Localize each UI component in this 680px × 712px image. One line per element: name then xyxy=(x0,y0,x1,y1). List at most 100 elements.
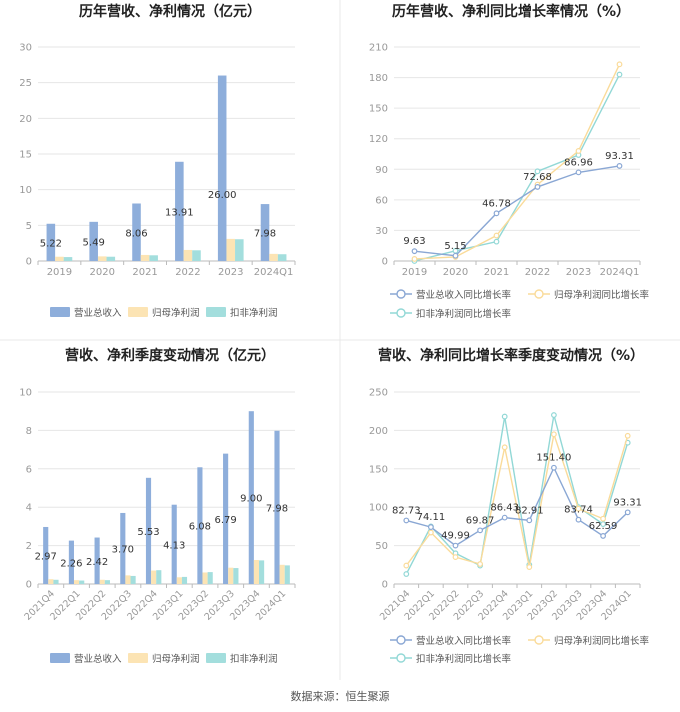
annual-bar-data-label: 5.22 xyxy=(40,238,62,249)
annual-bar-y-tick-label: 20 xyxy=(19,114,32,125)
quarter-line-legend-label: 归母净利润同比增长率 xyxy=(554,635,650,647)
quarter-line-point-revenue xyxy=(403,517,410,524)
annual-bar-y-tick-label: 15 xyxy=(19,150,32,161)
annual-line-x-tick-label: 2023 xyxy=(566,267,591,278)
annual-bar-x-tick-label: 2019 xyxy=(47,267,72,278)
quarter-bar-bar-deducted-profit xyxy=(259,560,265,584)
annual-line-legend-label: 营业总收入同比增长率 xyxy=(416,289,512,301)
quarter-bar-bar-deducted-profit xyxy=(79,580,85,584)
annual-bar-bar-deducted-profit xyxy=(149,255,158,261)
quarter-line-point-revenue xyxy=(600,533,606,539)
quarter-bar-bar-parent-profit xyxy=(253,560,260,584)
quarter-bar-data-label: 7.98 xyxy=(266,503,288,514)
quarter-line-point-revenue xyxy=(551,464,557,471)
annual-bar-x-tick-label: 2022 xyxy=(175,267,200,278)
quarter-bar-bar-revenue xyxy=(120,512,126,584)
quarter-line-point-revenue xyxy=(575,516,582,523)
annual-bar-bar-deducted-profit xyxy=(192,250,201,261)
quarter-bar-y-tick-label: 6 xyxy=(26,464,32,475)
annual-line-x-tick-label: 2024Q1 xyxy=(600,267,640,278)
annual-bar-bar-deducted-profit xyxy=(106,256,116,261)
quarter-bar-data-label: 2.42 xyxy=(86,557,108,568)
quarter-line-line-parent-profit xyxy=(405,434,629,568)
annual-line-x-tick-label: 2019 xyxy=(402,267,427,278)
annual-bar-bar-deducted-profit xyxy=(235,239,244,261)
annual-line-point-revenue xyxy=(616,163,623,169)
quarter-bar-title: 营收、净利季度变动情况（亿元） xyxy=(65,347,275,364)
quarter-bar-bar-deducted-profit xyxy=(181,576,188,584)
annual-line-data-label: 72.68 xyxy=(523,172,552,183)
annual-line-point-parent-profit xyxy=(616,61,623,68)
quarter-bar-bar-parent-profit xyxy=(279,564,285,584)
annual-bar-y-tick-label: 0 xyxy=(26,257,32,268)
annual-bar-bar-deducted-profit xyxy=(63,257,73,261)
quarter-bar-bar-parent-profit xyxy=(176,577,182,584)
annual-bar-bar-parent-profit xyxy=(97,256,107,261)
quarter-bar-bar-parent-profit xyxy=(48,579,54,584)
quarter-line-y-tick-label: 50 xyxy=(375,541,388,552)
annual-line-data-label: 9.63 xyxy=(403,236,425,247)
annual-line-x-tick-label: 2022 xyxy=(525,267,550,278)
annual-line-legend-marker xyxy=(534,289,544,299)
quarter-line-y-tick-label: 150 xyxy=(369,464,388,475)
quarter-bar-legend-swatch xyxy=(206,653,226,663)
annual-bar-bar-revenue xyxy=(217,75,227,262)
annual-bar-legend-label: 归母净利润 xyxy=(152,307,200,319)
quarter-bar-legend-swatch xyxy=(128,653,148,663)
annual-line-y-tick-label: 90 xyxy=(375,165,388,176)
annual-line-point-parent-profit xyxy=(493,232,500,239)
quarter-line-legend-marker xyxy=(534,635,544,645)
quarter-bar-data-label: 2.26 xyxy=(60,558,82,569)
annual-bar-data-label: 26.00 xyxy=(208,190,237,201)
annual-line-y-tick-label: 0 xyxy=(382,257,388,268)
annual-bar-bar-parent-profit xyxy=(226,238,236,261)
annual-line-legend-marker xyxy=(396,308,406,318)
quarter-bar-legend-label: 归母净利润 xyxy=(152,653,200,665)
quarter-bar-y-tick-label: 2 xyxy=(26,541,32,552)
annual-bar-legend-label: 扣非净利润 xyxy=(230,307,278,319)
quarter-line-data-label: 82.73 xyxy=(392,505,421,516)
annual-bar-y-tick-label: 30 xyxy=(19,43,32,54)
quarter-bar-bar-parent-profit xyxy=(73,580,80,584)
annual-bar-bar-parent-profit xyxy=(183,249,193,261)
annual-line-point-revenue xyxy=(452,252,459,259)
annual-bar-data-label: 8.06 xyxy=(125,228,147,239)
quarter-line-data-label: 69.87 xyxy=(466,515,495,526)
quarter-line-point-parent-profit xyxy=(501,444,508,451)
quarter-line-point-parent-profit xyxy=(403,562,410,569)
quarter-bar-data-label: 3.70 xyxy=(112,544,134,555)
quarter-bar-y-tick-label: 4 xyxy=(26,503,32,514)
annual-bar-legend-label: 营业总收入 xyxy=(74,307,122,319)
quarter-line-data-label: 86.43 xyxy=(490,503,519,514)
quarter-bar-bar-parent-profit xyxy=(125,575,131,584)
quarter-bar-bar-deducted-profit xyxy=(284,565,290,584)
annual-bar-bar-parent-profit xyxy=(269,253,278,261)
quarter-bar-bar-revenue xyxy=(274,430,280,584)
annual-bar-x-tick-label: 2024Q1 xyxy=(254,267,294,278)
quarter-bar-bar-revenue xyxy=(248,411,254,584)
quarter-bar-bar-parent-profit xyxy=(228,567,234,584)
annual-line-point-revenue xyxy=(493,210,500,217)
annual-bar-data-label: 7.98 xyxy=(254,229,276,240)
quarter-bar-bar-parent-profit xyxy=(99,579,105,584)
quarter-line-point-parent-profit xyxy=(551,431,557,438)
quarter-line-point-revenue xyxy=(428,524,434,530)
annual-bar-data-label: 5.49 xyxy=(83,237,105,248)
quarter-bar-bar-revenue xyxy=(197,467,203,584)
quarter-line-data-label: 82.91 xyxy=(515,505,544,516)
annual-bar-legend-swatch xyxy=(128,307,148,317)
annual-bar-bar-parent-profit xyxy=(55,256,64,261)
quarter-bar-bar-deducted-profit xyxy=(156,570,162,584)
annual-bar-bar-deducted-profit xyxy=(277,254,287,261)
annual-line-x-tick-label: 2020 xyxy=(443,267,468,278)
annual-line-legend-label: 归母净利润同比增长率 xyxy=(554,289,650,301)
annual-bar-bar-revenue xyxy=(132,203,141,261)
quarter-line-data-label: 49.99 xyxy=(441,531,470,542)
quarter-line-data-label: 151.40 xyxy=(536,453,571,464)
quarter-line-legend-marker xyxy=(396,635,406,645)
quarter-line-point-parent-profit xyxy=(624,432,631,439)
quarter-line-point-parent-profit xyxy=(428,529,434,536)
quarter-bar-data-label: 9.00 xyxy=(240,494,262,505)
annual-bar-legend-swatch xyxy=(50,307,70,317)
quarter-bar-bar-revenue xyxy=(94,537,100,584)
